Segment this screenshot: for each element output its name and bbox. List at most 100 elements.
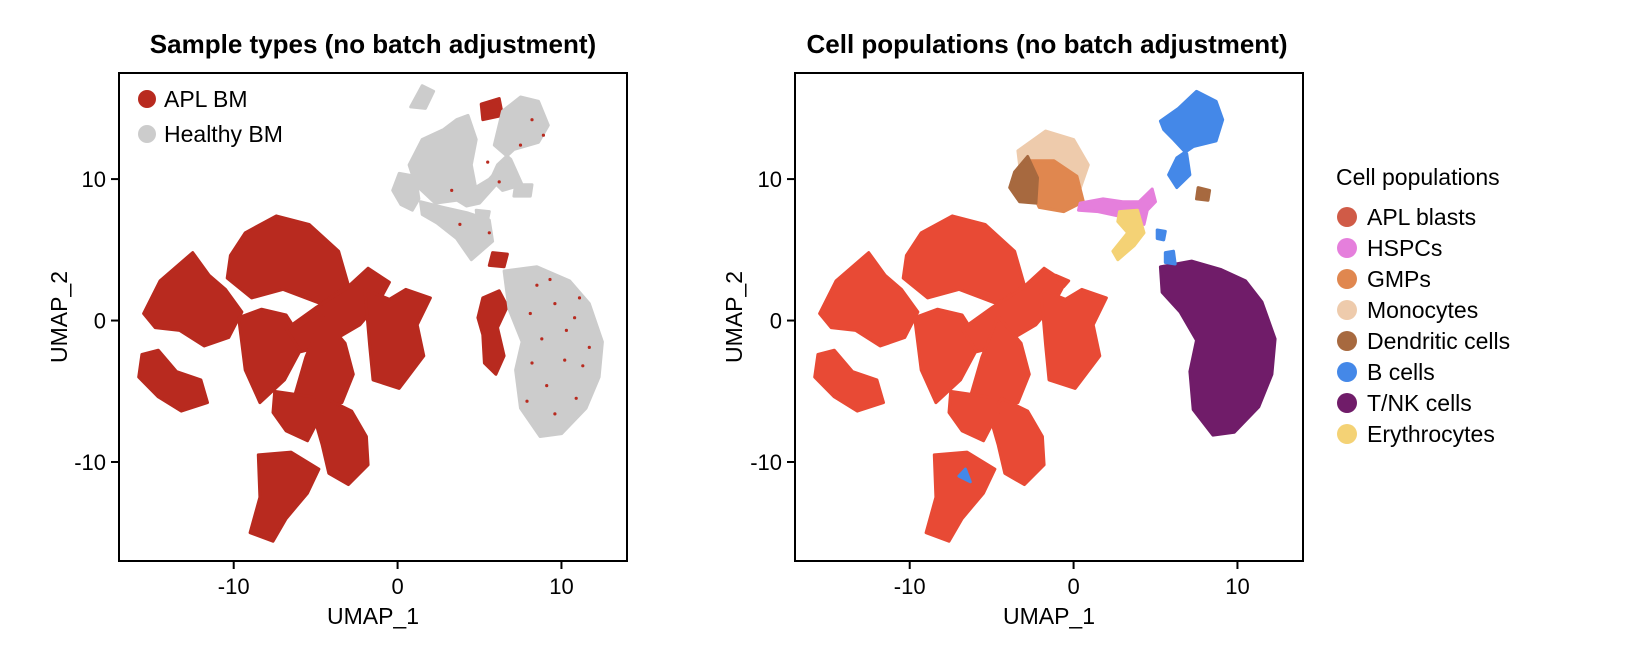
- panel2-y-axis: 10 0 -10: [750, 167, 795, 475]
- legend-marker-gmps: [1337, 269, 1357, 289]
- cluster-region: [479, 97, 504, 122]
- series-apl-blasts: [813, 214, 1108, 543]
- legend-marker-t-nk-cells: [1337, 393, 1357, 413]
- panel2-x-axis: -10 0 10: [894, 561, 1250, 599]
- apl-cell-point: [530, 361, 534, 365]
- x-tick-label: -10: [894, 574, 926, 599]
- cluster-region: [957, 467, 972, 484]
- y-tick-label: 10: [82, 167, 106, 192]
- cluster-region: [363, 287, 432, 390]
- panel1-x-label: UMAP_1: [327, 603, 419, 629]
- series-erythrocytes: [1111, 208, 1146, 262]
- apl-cell-point: [540, 337, 544, 341]
- panel1-frame: [118, 72, 628, 562]
- panel2-title: Cell populations (no batch adjustment): [807, 29, 1288, 59]
- apl-cell-point: [563, 358, 567, 362]
- legend-label-dendritic-cells: Dendritic cells: [1367, 328, 1510, 354]
- apl-cell-point: [458, 222, 462, 226]
- apl-cell-point: [450, 188, 454, 192]
- cluster-region: [1054, 273, 1071, 289]
- apl-cell-point: [525, 399, 529, 403]
- cluster-region: [813, 348, 885, 413]
- cluster-region: [453, 163, 504, 208]
- apl-cell-point: [545, 384, 549, 388]
- cluster-region: [271, 389, 324, 443]
- x-tick-label: -10: [218, 574, 250, 599]
- apl-cell-point: [518, 143, 523, 147]
- cluster-region: [924, 450, 997, 543]
- legend-marker-monocytes: [1337, 300, 1357, 320]
- series-dendritic-cells: [1008, 155, 1212, 205]
- apl-cell-point: [528, 311, 532, 316]
- panel2-x-label: UMAP_1: [1003, 603, 1095, 629]
- cluster-region: [489, 95, 550, 192]
- panel1-y-label: UMAP_2: [46, 271, 72, 363]
- series-t-nk-cells: [1158, 259, 1277, 437]
- panel1-legend: APL BM Healthy BM: [138, 86, 283, 147]
- cluster-region: [1158, 89, 1225, 190]
- apl-cell-point: [573, 316, 577, 320]
- legend-marker-hspcs: [1337, 238, 1357, 258]
- cluster-region: [947, 389, 1000, 443]
- cluster-region: [1155, 228, 1167, 242]
- cluster-region: [487, 251, 509, 269]
- cluster-region: [409, 84, 436, 110]
- apl-cell-point: [587, 345, 591, 349]
- y-tick-label: -10: [74, 450, 106, 475]
- cluster-region: [419, 200, 495, 262]
- apl-cell-point: [487, 231, 491, 235]
- x-tick-label: 0: [391, 574, 403, 599]
- y-tick-label: 0: [770, 309, 782, 334]
- panel2-legend: Cell populations APL blasts HSPCs GMPs Mono…: [1336, 164, 1510, 447]
- cluster-region: [474, 208, 491, 229]
- apl-cell-point: [548, 277, 552, 282]
- cluster-region: [502, 265, 604, 438]
- legend-label-healthy-bm: Healthy BM: [164, 121, 283, 147]
- panel2-y-label: UMAP_2: [721, 271, 747, 363]
- apl-cell-point: [581, 364, 585, 368]
- apl-cell-point: [541, 133, 546, 137]
- y-tick-label: -10: [750, 450, 782, 475]
- legend-marker-dendritic-cells: [1337, 331, 1357, 351]
- apl-cell-point: [497, 180, 501, 184]
- panel1-points: [137, 84, 604, 543]
- cluster-region: [476, 289, 509, 376]
- cluster-region: [1111, 208, 1146, 262]
- apl-cell-point: [553, 412, 557, 416]
- cluster-region: [1195, 186, 1212, 202]
- series-b-cells: [957, 89, 1225, 484]
- apl-cell-point: [553, 302, 557, 306]
- apl-cell-point: [564, 328, 569, 332]
- legend-title: Cell populations: [1336, 164, 1500, 190]
- legend-label-gmps: GMPs: [1367, 266, 1431, 292]
- apl-cell-point: [535, 283, 539, 287]
- legend-label-monocytes: Monocytes: [1367, 297, 1478, 323]
- apl-cell-point: [486, 160, 490, 164]
- panel1-y-axis: 10 0 -10: [74, 167, 119, 475]
- cluster-region: [1163, 249, 1177, 266]
- legend-label-erythrocytes: Erythrocytes: [1367, 421, 1495, 447]
- legend-marker-apl-bm: [138, 90, 156, 108]
- cluster-region: [512, 183, 534, 198]
- panel2-points: [813, 89, 1277, 543]
- legend-marker-b-cells: [1337, 362, 1357, 382]
- panel-cell-populations: Cell populations (no batch adjustment) -…: [721, 29, 1510, 629]
- cluster-region: [1158, 259, 1277, 437]
- panel-sample-types: Sample types (no batch adjustment) -10 0 1…: [46, 29, 628, 629]
- legend-marker-healthy-bm: [138, 125, 156, 143]
- cluster-region: [142, 251, 244, 348]
- cluster-region: [1039, 287, 1108, 390]
- apl-cell-point: [574, 396, 578, 400]
- cluster-region: [1008, 155, 1039, 205]
- cluster-region: [901, 214, 1026, 306]
- cluster-region: [225, 214, 350, 306]
- x-tick-label: 10: [549, 574, 573, 599]
- apl-cell-point: [530, 118, 534, 122]
- legend-label-hspcs: HSPCs: [1367, 235, 1442, 261]
- panel1-title: Sample types (no batch adjustment): [150, 29, 596, 59]
- y-tick-label: 0: [94, 309, 106, 334]
- cluster-region: [137, 348, 209, 413]
- legend-label-t-nk-cells: T/NK cells: [1367, 390, 1472, 416]
- legend-label-apl-bm: APL BM: [164, 86, 248, 112]
